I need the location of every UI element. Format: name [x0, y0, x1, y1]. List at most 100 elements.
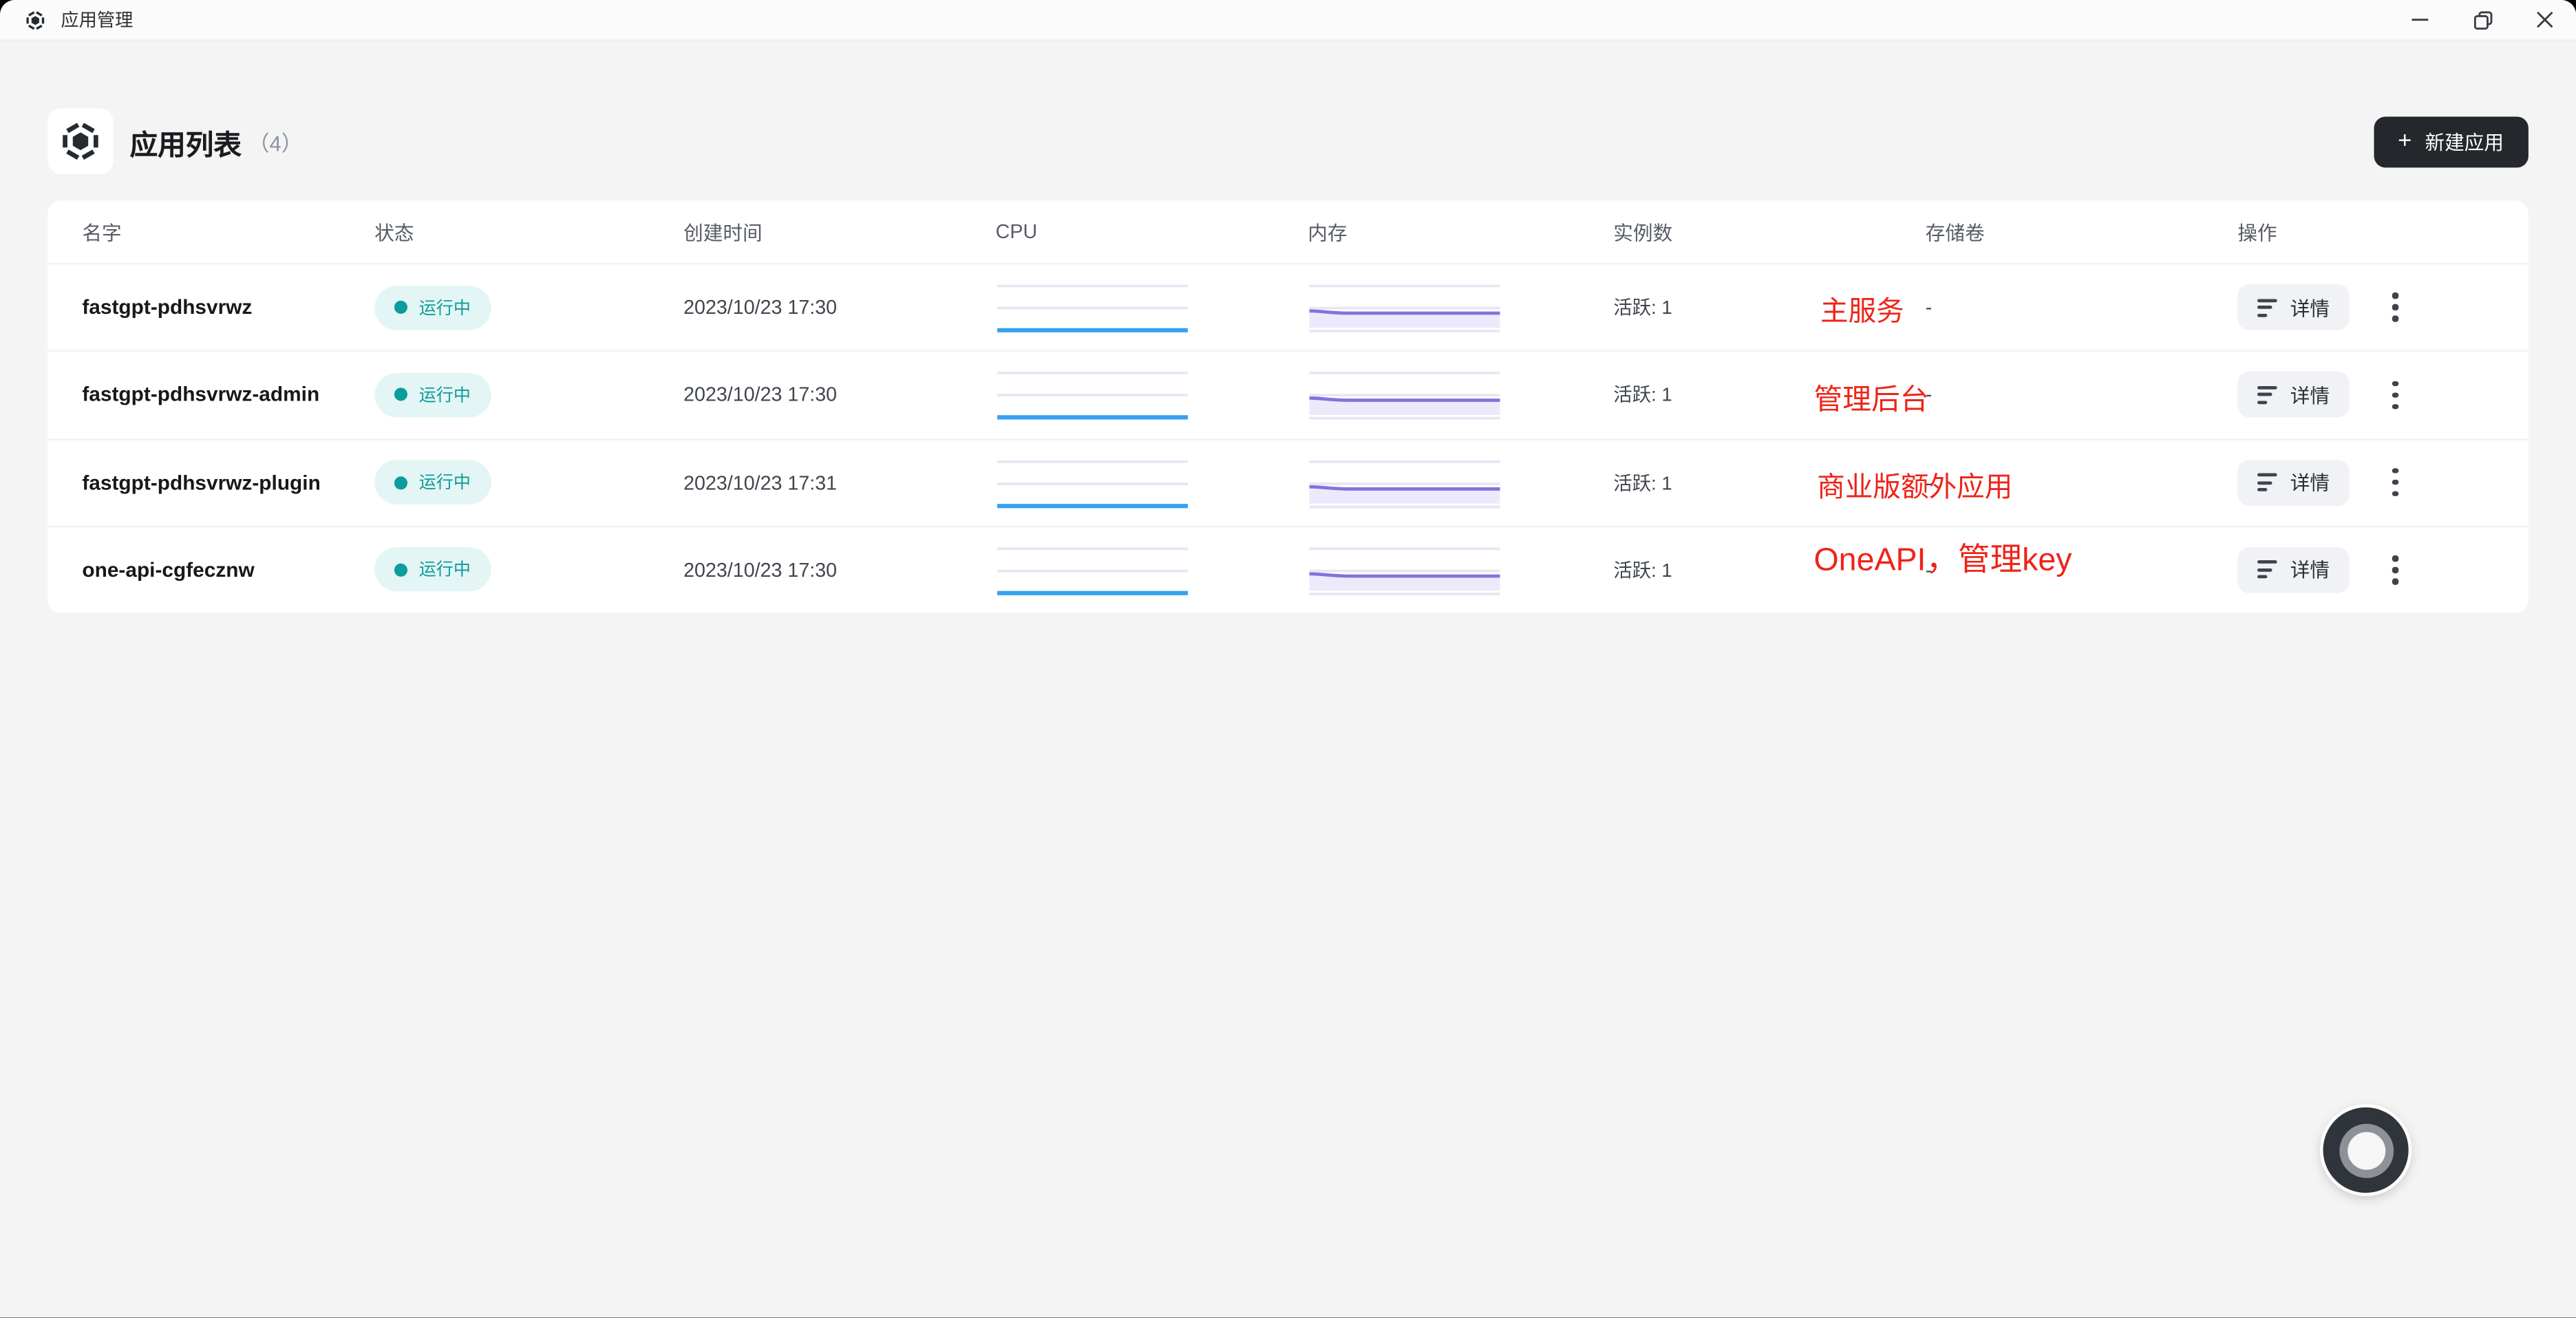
app-name: fastgpt-pdhsvrwz-plugin: [82, 471, 321, 494]
minimize-button[interactable]: [2389, 0, 2451, 39]
maximize-button[interactable]: [2451, 0, 2514, 39]
created-time: 2023/10/23 17:30: [683, 295, 838, 319]
window-controls: [2389, 0, 2576, 39]
detail-button[interactable]: 详情: [2237, 459, 2350, 506]
instance-count: 活跃: 1: [1613, 386, 1672, 407]
app-logo-icon: [25, 9, 46, 30]
plus-icon: +: [2398, 127, 2412, 154]
storage-value: -: [1925, 558, 1933, 582]
cpu-sparkline: [997, 459, 1188, 508]
app-name: fastgpt-pdhsvrwz-admin: [82, 383, 320, 407]
restore-icon: [2473, 10, 2492, 29]
status-label: 运行中: [418, 560, 471, 581]
annotation-note: 主服务: [1820, 295, 1904, 328]
status-label: 运行中: [418, 473, 471, 493]
detail-lines-icon: [2257, 473, 2277, 492]
cpu-sparkline: [997, 547, 1188, 595]
page-header: 应用列表 （4） + 新建应用: [47, 108, 2529, 175]
status-label: 运行中: [418, 385, 471, 406]
status-dot-icon: [394, 301, 408, 315]
column-header-storage: 存储卷: [1925, 221, 1985, 244]
memory-sparkline: [1309, 372, 1500, 421]
annotation-note: 管理后台: [1813, 383, 1929, 416]
storage-value: -: [1925, 383, 1933, 407]
detail-button[interactable]: 详情: [2237, 546, 2350, 593]
table-row: fastgpt-pdhsvrwz 运行中 2023/10/23 17:30 活跃…: [47, 262, 2529, 350]
kebab-icon: [2392, 468, 2398, 474]
detail-label: 详情: [2290, 384, 2330, 407]
instance-count: 活跃: 1: [1613, 562, 1672, 582]
status-dot-icon: [394, 563, 408, 577]
window-title: 应用管理: [61, 11, 134, 32]
column-header-memory: 内存: [1308, 221, 1348, 244]
column-header-cpu: CPU: [995, 220, 1038, 244]
row-actions: 详情: [2237, 372, 2529, 418]
created-time: 2023/10/23 17:30: [683, 558, 838, 582]
close-icon: [2537, 11, 2553, 28]
column-header-status: 状态: [374, 221, 414, 244]
created-time: 2023/10/23 17:31: [683, 471, 838, 494]
storage-value: -: [1925, 471, 1933, 494]
column-header-name: 名字: [82, 221, 122, 244]
new-app-label: 新建应用: [2425, 130, 2504, 154]
column-header-created: 创建时间: [683, 221, 763, 244]
titlebar[interactable]: 应用管理: [0, 0, 2576, 41]
kebab-menu-button[interactable]: [2385, 462, 2404, 504]
minimize-icon: [2412, 19, 2429, 21]
status-dot-icon: [394, 388, 408, 402]
kebab-icon: [2392, 293, 2398, 299]
instance-count: 活跃: 1: [1613, 474, 1672, 494]
detail-label: 详情: [2290, 559, 2330, 582]
column-header-actions: 操作: [2237, 221, 2277, 244]
assistant-button[interactable]: [2323, 1107, 2409, 1193]
memory-sparkline: [1309, 547, 1500, 595]
row-actions: 详情: [2237, 284, 2529, 331]
main-content: 应用列表 （4） + 新建应用 名字 状态 创建时间 CPU 内存 实例数 存储…: [0, 41, 2576, 1318]
page-title: 应用列表: [129, 129, 242, 160]
kebab-menu-button[interactable]: [2385, 549, 2404, 591]
close-button[interactable]: [2513, 0, 2576, 39]
annotation-note: OneAPI，管理key: [1813, 542, 2072, 579]
detail-lines-icon: [2257, 560, 2277, 580]
annotation-note: 商业版额外应用: [1817, 471, 2013, 503]
status-label: 运行中: [418, 298, 471, 319]
storage-value: -: [1925, 295, 1933, 319]
memory-sparkline: [1309, 459, 1500, 508]
hexagon-icon: [59, 120, 102, 162]
column-header-instances: 实例数: [1613, 221, 1673, 244]
table-header-row: 名字 状态 创建时间 CPU 内存 实例数 存储卷 操作: [47, 200, 2529, 263]
app-name: fastgpt-pdhsvrwz: [82, 295, 253, 319]
table-row: fastgpt-pdhsvrwz-plugin 运行中 2023/10/23 1…: [47, 438, 2529, 525]
status-badge: 运行中: [374, 285, 491, 330]
app-table: 名字 状态 创建时间 CPU 内存 实例数 存储卷 操作 fastgpt-pdh…: [47, 200, 2529, 613]
app-icon-tile: [47, 108, 114, 175]
kebab-icon: [2392, 380, 2398, 387]
row-actions: 详情: [2237, 459, 2529, 506]
kebab-icon: [2392, 555, 2398, 562]
cpu-sparkline: [997, 284, 1188, 333]
app-name: one-api-cgfecznw: [82, 558, 255, 582]
new-app-button[interactable]: + 新建应用: [2373, 116, 2529, 167]
table-row: fastgpt-pdhsvrwz-admin 运行中 2023/10/23 17…: [47, 350, 2529, 438]
status-dot-icon: [394, 476, 408, 489]
detail-lines-icon: [2257, 385, 2277, 404]
detail-label: 详情: [2290, 471, 2330, 495]
status-badge: 运行中: [374, 372, 491, 418]
detail-button[interactable]: 详情: [2237, 372, 2350, 418]
app-count: （4）: [248, 130, 303, 156]
table-row: one-api-cgfecznw 运行中 2023/10/23 17:30 活跃…: [47, 525, 2529, 613]
status-badge: 运行中: [374, 547, 491, 593]
memory-sparkline: [1309, 284, 1500, 333]
assistant-ring-icon: [2339, 1123, 2393, 1178]
instance-count: 活跃: 1: [1613, 299, 1672, 319]
cpu-sparkline: [997, 372, 1188, 421]
status-badge: 运行中: [374, 460, 491, 505]
detail-label: 详情: [2290, 297, 2330, 320]
created-time: 2023/10/23 17:30: [683, 383, 838, 407]
row-actions: 详情: [2237, 546, 2529, 593]
detail-button[interactable]: 详情: [2237, 284, 2350, 331]
detail-lines-icon: [2257, 298, 2277, 317]
kebab-menu-button[interactable]: [2385, 374, 2404, 416]
kebab-menu-button[interactable]: [2385, 286, 2404, 328]
